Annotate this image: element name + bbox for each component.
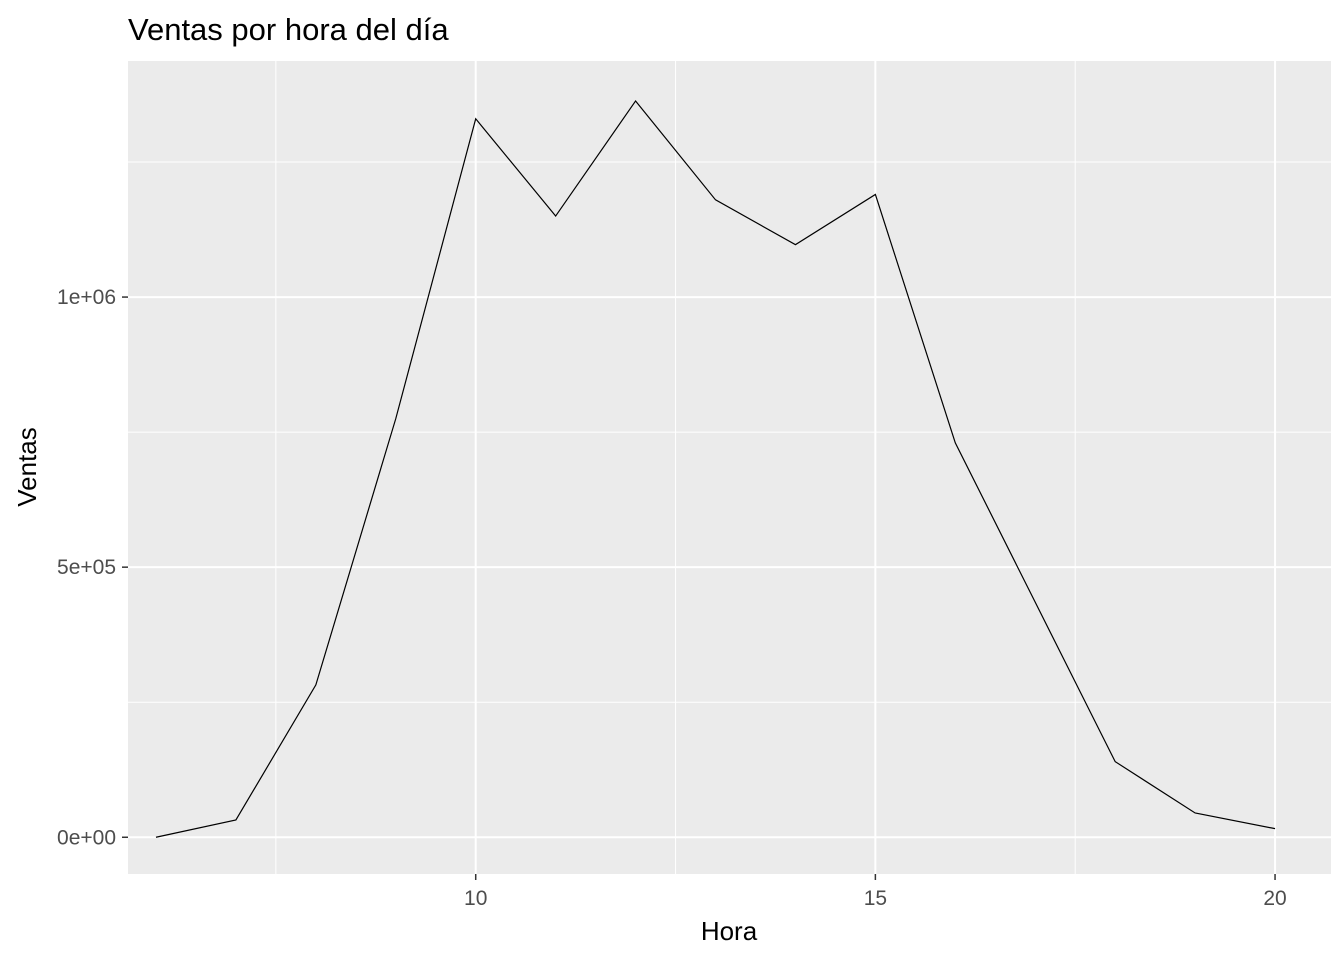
x-axis-title: Hora bbox=[701, 916, 758, 946]
y-tick-label: 5e+05 bbox=[57, 556, 116, 579]
x-axis-ticks: 10 15 20 bbox=[464, 874, 1287, 910]
y-tick-label: 0e+00 bbox=[57, 826, 116, 849]
y-axis-ticks: 0e+00 5e+05 1e+06 bbox=[57, 286, 128, 849]
major-gridlines bbox=[128, 61, 1331, 874]
y-axis-title: Ventas bbox=[12, 427, 42, 507]
chart-title: Ventas por hora del día bbox=[128, 12, 449, 47]
minor-gridlines bbox=[128, 61, 1331, 874]
plot-panel bbox=[128, 61, 1331, 874]
x-tick-label: 20 bbox=[1263, 887, 1286, 910]
x-tick-label: 15 bbox=[864, 887, 887, 910]
y-tick-label: 1e+06 bbox=[57, 286, 116, 309]
x-tick-label: 10 bbox=[464, 887, 487, 910]
series-line bbox=[155, 99, 1276, 838]
